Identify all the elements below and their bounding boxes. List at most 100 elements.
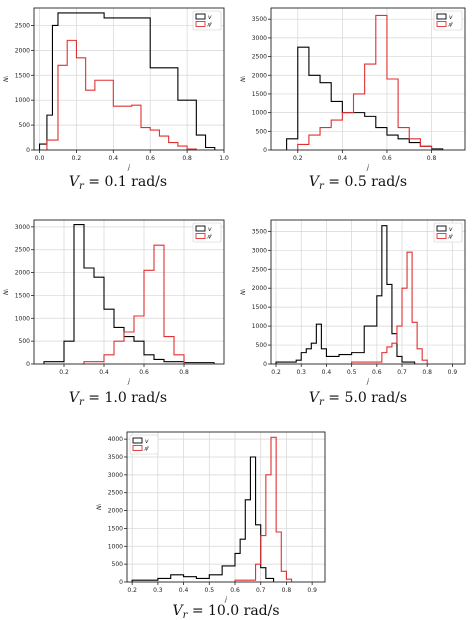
panel-caption: Vr = 1.0 rad/s xyxy=(69,390,167,408)
y-tick-label: 2000 xyxy=(252,72,267,79)
y-tick-label: 3500 xyxy=(252,16,267,23)
legend-swatch xyxy=(195,21,206,27)
y-tick-label: 2500 xyxy=(252,54,267,61)
y-tick-label: 1500 xyxy=(15,292,30,299)
y-axis-label: Nₗ xyxy=(239,288,247,295)
histogram-panel-5: 0.2 0.3 0.4 0.5 0.6 0.7 0.8 0.9 0 500 1000 1500 2000… xyxy=(95,431,326,620)
y-axis-label: Nₗ xyxy=(95,503,103,510)
histogram-panel-2: 0.2 0.4 0.6 0.8 0 500 1000 1500 2000 2500 3000 3500… xyxy=(239,7,466,192)
axes-frame xyxy=(33,219,225,365)
x-tick-label: 0.6 xyxy=(145,155,155,162)
y-tick-label: 500 xyxy=(19,338,31,345)
y-tick-label: 0 xyxy=(263,147,267,154)
x-tick-label: 0.2 xyxy=(271,369,281,376)
x-axis-label: j xyxy=(127,377,130,385)
legend-swatch xyxy=(195,233,206,239)
histogram-series-1 xyxy=(131,456,275,582)
legend: vv̸ xyxy=(192,10,222,31)
x-tick-label: 0.8 xyxy=(282,587,292,594)
y-tick-label: 2500 xyxy=(252,266,267,273)
axes-frame xyxy=(126,431,326,583)
histogram-panel-3: 0.2 0.4 0.6 0.8 0 500 1000 1500 2000 2500 3000 j Nₗ v… xyxy=(2,219,225,408)
x-axis-label: j xyxy=(127,163,130,171)
y-axis-label: Nₗ xyxy=(2,75,10,82)
x-axis-label: j xyxy=(224,595,227,603)
x-tick-label: 0.6 xyxy=(230,587,240,594)
x-tick-label: 0.7 xyxy=(397,369,407,376)
axes-frame xyxy=(270,219,466,365)
y-tick-label: 3000 xyxy=(252,35,267,42)
histogram-series-1 xyxy=(43,224,215,364)
legend-box xyxy=(129,434,159,455)
legend-swatch xyxy=(132,445,143,451)
x-tick-label: 0.3 xyxy=(296,369,306,376)
legend: vv̸ xyxy=(129,434,159,455)
legend-label: v̸ xyxy=(448,21,454,28)
y-tick-label: 500 xyxy=(256,128,268,135)
legend-box xyxy=(192,10,222,31)
legend-label: v̸ xyxy=(144,445,150,452)
y-tick-label: 500 xyxy=(112,561,124,568)
axes-frame xyxy=(33,7,225,151)
y-tick-label: 0 xyxy=(263,361,267,368)
histogram-series-1 xyxy=(38,12,216,150)
y-tick-label: 1500 xyxy=(108,525,123,532)
x-tick-label: 1.0 xyxy=(219,155,229,162)
y-axis-label: Nₗ xyxy=(2,288,10,295)
histogram-series-2 xyxy=(83,244,185,364)
legend-label: v xyxy=(208,14,212,21)
y-tick-label: 2000 xyxy=(15,270,30,277)
legend-box xyxy=(433,222,463,243)
x-tick-label: 0.6 xyxy=(139,369,149,376)
legend-label: v xyxy=(449,226,453,233)
y-tick-label: 2000 xyxy=(15,47,30,54)
legend-swatch xyxy=(195,13,206,20)
y-tick-label: 1500 xyxy=(252,91,267,98)
x-axis-label: j xyxy=(366,163,369,171)
y-tick-label: 2500 xyxy=(15,22,30,29)
y-tick-label: 3500 xyxy=(252,228,267,235)
y-tick-label: 4000 xyxy=(108,436,123,443)
x-tick-label: 0.4 xyxy=(322,369,332,376)
x-tick-label: 0.4 xyxy=(179,587,189,594)
x-tick-label: 0.4 xyxy=(109,155,119,162)
panel-caption: Vr = 0.1 rad/s xyxy=(69,174,167,192)
legend-swatch xyxy=(132,437,143,444)
legend: vv̸ xyxy=(433,10,463,31)
histogram-panel-1: 0.0 0.2 0.4 0.6 0.8 1.0 0 500 1000 1500 2000 2500 j N… xyxy=(2,7,229,192)
y-tick-label: 3000 xyxy=(15,224,30,231)
x-tick-label: 0.7 xyxy=(256,587,266,594)
y-tick-label: 3000 xyxy=(252,247,267,254)
x-tick-label: 0.8 xyxy=(179,369,189,376)
histogram-series-2 xyxy=(297,14,433,150)
y-tick-label: 3000 xyxy=(108,472,123,479)
x-tick-label: 0.0 xyxy=(35,155,45,162)
legend-label: v̸ xyxy=(448,233,454,240)
x-tick-label: 0.6 xyxy=(382,155,392,162)
x-tick-label: 0.2 xyxy=(72,155,82,162)
legend-label: v xyxy=(449,14,453,21)
y-tick-label: 1000 xyxy=(252,110,267,117)
x-tick-label: 0.5 xyxy=(347,369,357,376)
histogram-panel-4: 0.2 0.3 0.4 0.5 0.6 0.7 0.8 0.9 0 500 1000 1500 2000… xyxy=(239,219,466,408)
panel-caption: Vr = 0.5 rad/s xyxy=(309,174,407,192)
x-tick-label: 0.5 xyxy=(205,587,215,594)
legend-swatch xyxy=(436,225,447,232)
y-tick-label: 1000 xyxy=(15,97,30,104)
y-tick-label: 1500 xyxy=(15,72,30,79)
y-tick-label: 2000 xyxy=(252,285,267,292)
x-tick-label: 0.4 xyxy=(338,155,348,162)
y-tick-label: 2000 xyxy=(108,508,123,515)
x-tick-label: 0.4 xyxy=(99,369,109,376)
legend-box xyxy=(192,222,222,243)
panel-caption: Vr = 5.0 rad/s xyxy=(309,390,407,408)
y-tick-label: 1000 xyxy=(252,323,267,330)
x-tick-label: 0.8 xyxy=(427,155,437,162)
histogram-series-2 xyxy=(234,436,293,582)
legend-label: v̸ xyxy=(207,21,213,28)
legend-swatch xyxy=(436,13,447,20)
x-tick-label: 0.6 xyxy=(372,369,382,376)
y-tick-label: 1000 xyxy=(15,315,30,322)
y-tick-label: 0 xyxy=(26,147,30,154)
x-tick-label: 0.9 xyxy=(448,369,458,376)
